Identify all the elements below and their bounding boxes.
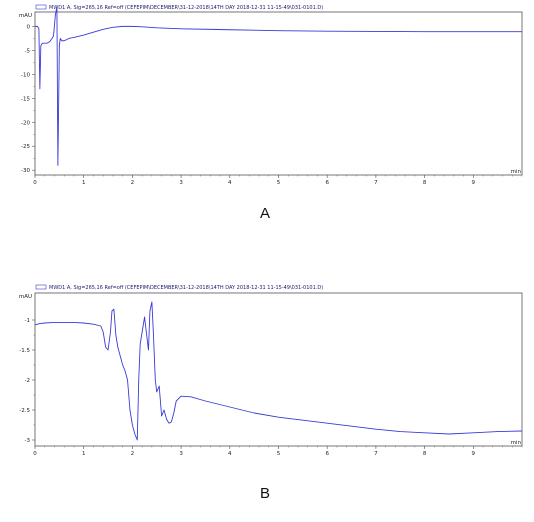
y-axis-unit: mAU — [19, 294, 32, 300]
y-tick-label: -15 — [21, 96, 30, 102]
y-tick-label: -1 — [25, 318, 30, 324]
y-tick-label: -5 — [25, 48, 31, 54]
chart-panel-b: MWD1 A, Sig=265,16 Ref=off (CEFEPIM\DECE… — [19, 284, 523, 502]
plot-frame — [34, 11, 523, 176]
y-tick-label: -2.5 — [19, 408, 30, 414]
x-tick-label: 4 — [228, 180, 232, 186]
chromatogram-trace — [35, 6, 522, 166]
x-tick-label: 8 — [423, 451, 427, 457]
x-tick-label: 9 — [472, 451, 476, 457]
legend-swatch — [35, 284, 47, 290]
y-axis-unit: mAU — [19, 13, 32, 19]
x-tick-label: 2 — [131, 180, 135, 186]
x-tick-label: 3 — [179, 451, 183, 457]
x-tick-label: 1 — [82, 451, 86, 457]
x-tick-label: 0 — [33, 451, 37, 457]
x-tick-label: 6 — [325, 180, 329, 186]
y-tick-label: -2 — [25, 378, 30, 384]
plot-frame — [34, 292, 523, 447]
legend-swatch — [35, 4, 47, 10]
y-tick-label: -30 — [21, 168, 30, 174]
chromatogram-trace — [34, 301, 523, 441]
x-axis-unit: min — [511, 169, 522, 175]
x-tick-label: 3 — [179, 180, 183, 186]
y-tick-label: -1.5 — [19, 348, 30, 354]
x-tick-label: 7 — [374, 451, 378, 457]
legend-label: MWD1 A, Sig=265,16 Ref=off (CEFEPIM\DECE… — [49, 285, 323, 291]
y-tick-label: -10 — [21, 72, 30, 78]
x-tick-label: 0 — [33, 180, 37, 186]
x-tick-label: 6 — [325, 451, 329, 457]
panel-letter: B — [260, 485, 270, 502]
y-tick-label: 0 — [27, 24, 31, 30]
x-tick-label: 7 — [374, 180, 378, 186]
x-tick-label: 4 — [228, 451, 232, 457]
x-axis-unit: min — [511, 440, 522, 446]
x-tick-label: 8 — [423, 180, 427, 186]
panel-letter: A — [260, 205, 270, 222]
y-tick-label: -20 — [21, 120, 30, 126]
y-tick-label: -3 — [25, 438, 31, 444]
x-tick-label: 5 — [277, 180, 281, 186]
legend-label: MWD1 A, Sig=265,16 Ref=off (CEFEPIM\DECE… — [49, 5, 323, 11]
x-tick-label: 2 — [131, 451, 135, 457]
x-tick-label: 5 — [277, 451, 281, 457]
x-tick-label: 9 — [472, 180, 476, 186]
chart-panel-a: MWD1 A, Sig=265,16 Ref=off (CEFEPIM\DECE… — [19, 4, 523, 222]
y-tick-label: -25 — [21, 144, 30, 150]
x-tick-label: 1 — [82, 180, 86, 186]
